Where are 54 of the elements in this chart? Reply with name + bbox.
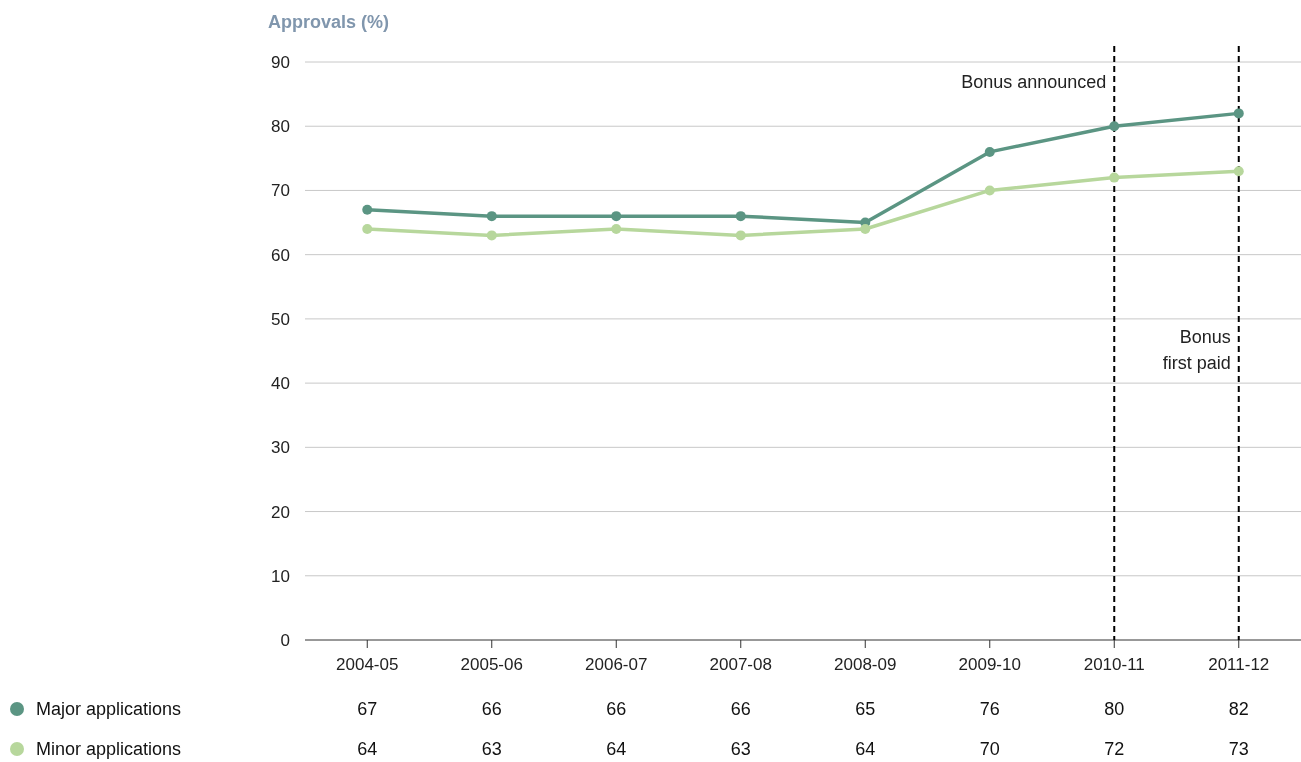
y-tick-label: 0	[280, 630, 290, 650]
x-tick-label: 2010-11	[1083, 655, 1145, 674]
point	[611, 211, 622, 222]
point	[611, 223, 622, 234]
data-label: 66	[606, 699, 627, 720]
y-tick-label: 80	[271, 117, 290, 137]
y-tick-label: 90	[271, 52, 290, 72]
data-label: 72	[1104, 739, 1125, 760]
data-label: 63	[730, 739, 751, 760]
point	[735, 230, 746, 241]
data-label: 70	[979, 739, 1000, 760]
point	[984, 185, 995, 196]
y-tick-label: 30	[271, 438, 290, 458]
y-tick-label: 10	[271, 566, 290, 586]
point	[1109, 172, 1120, 183]
x-tick-label: 2009-10	[958, 655, 1021, 674]
y-tick-label: 40	[271, 374, 290, 394]
data-label: 63	[481, 739, 502, 760]
data-label: 76	[979, 699, 1000, 720]
x-tick-label: 2005-06	[460, 655, 523, 674]
data-label: 66	[730, 699, 751, 720]
x-tick-label: 2004-05	[336, 655, 399, 674]
y-axis-title: Approvals (%)	[268, 12, 390, 32]
point	[1233, 108, 1244, 119]
y-tick-label: 50	[271, 309, 290, 329]
ref-line-label: Bonus first paid	[1162, 326, 1231, 373]
point	[362, 223, 373, 234]
x-tick-label: 2006-07	[585, 655, 648, 674]
point	[1233, 166, 1244, 177]
data-label: 73	[1228, 739, 1249, 760]
point	[735, 211, 746, 222]
data-label: 64	[606, 739, 627, 760]
ref-line-label: Bonus announced	[961, 72, 1107, 92]
data-label: 64	[357, 739, 378, 760]
data-label: 66	[481, 699, 502, 720]
data-label: 67	[357, 699, 378, 720]
x-tick-label: 2008-09	[834, 655, 897, 674]
legend-label: Minor applications	[36, 739, 182, 760]
point	[362, 204, 373, 215]
data-label: 80	[1104, 699, 1125, 720]
legend-label: Major applications	[36, 699, 182, 720]
data-label: 65	[855, 699, 876, 720]
point	[984, 146, 995, 157]
point	[860, 223, 871, 234]
data-label: 64	[855, 739, 876, 760]
data-label: 82	[1228, 699, 1249, 720]
x-tick-label: 2011-12	[1208, 655, 1270, 674]
point	[486, 230, 497, 241]
x-tick-label: 2007-08	[709, 655, 772, 674]
y-tick-label: 20	[271, 502, 290, 522]
point	[486, 211, 497, 222]
y-tick-label: 60	[271, 245, 290, 265]
y-tick-label: 70	[271, 181, 290, 201]
point	[1109, 121, 1120, 132]
